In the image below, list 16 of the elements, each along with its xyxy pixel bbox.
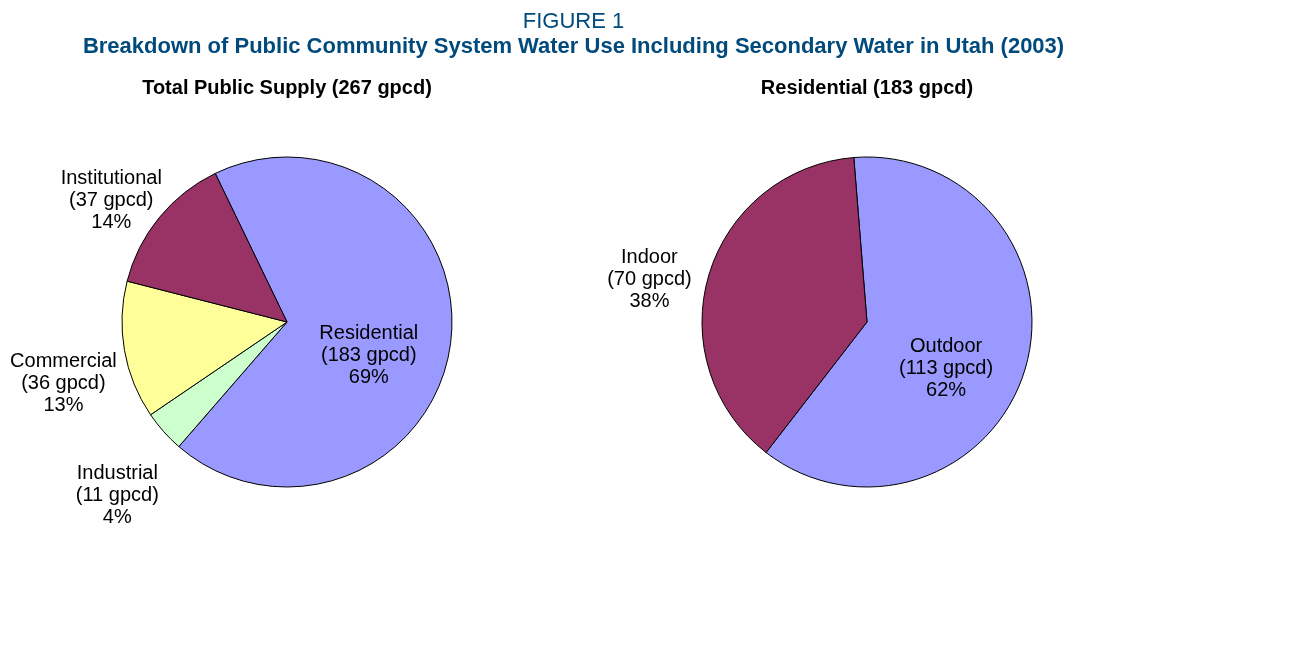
data-label: (37 gpcd) 14% — [69, 188, 154, 233]
data-label: (183 gpcd) 69% — [320, 342, 417, 387]
slice-label: Indoor — [621, 245, 679, 268]
chart-title: Total Public Supply (267 gpcd) — [142, 76, 432, 98]
slice-label: Institutional — [60, 166, 162, 189]
data-label: (36 gpcd) 13% — [21, 371, 106, 416]
slice-label: Industrial — [76, 460, 158, 483]
chart-title: Residential (183 gpcd) — [760, 76, 974, 98]
caption: FIGURE 1 — [522, 8, 625, 33]
data-label: (70 gpcd) 38% — [607, 267, 692, 312]
slice-label: Commercial — [10, 349, 117, 372]
slice-label: Residential — [319, 320, 419, 343]
text: Breakdown of Public Community System Water Use Including Secondary Water in Utah (2003) — [82, 33, 1065, 58]
slice-label: Outdoor — [909, 333, 983, 356]
data-label: (11 gpcd) 4% — [75, 482, 159, 527]
data-label: (113 gpcd) 62% — [899, 355, 994, 400]
